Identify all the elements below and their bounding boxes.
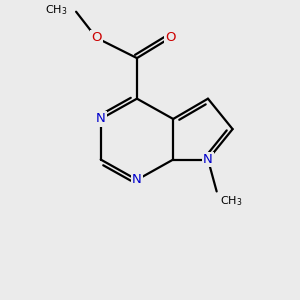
Text: CH$_3$: CH$_3$ [220,194,242,208]
Text: O: O [91,31,102,44]
Text: N: N [203,153,213,166]
Text: CH$_3$: CH$_3$ [45,3,68,17]
Text: N: N [132,173,142,186]
Text: O: O [165,31,175,44]
Text: N: N [96,112,106,125]
